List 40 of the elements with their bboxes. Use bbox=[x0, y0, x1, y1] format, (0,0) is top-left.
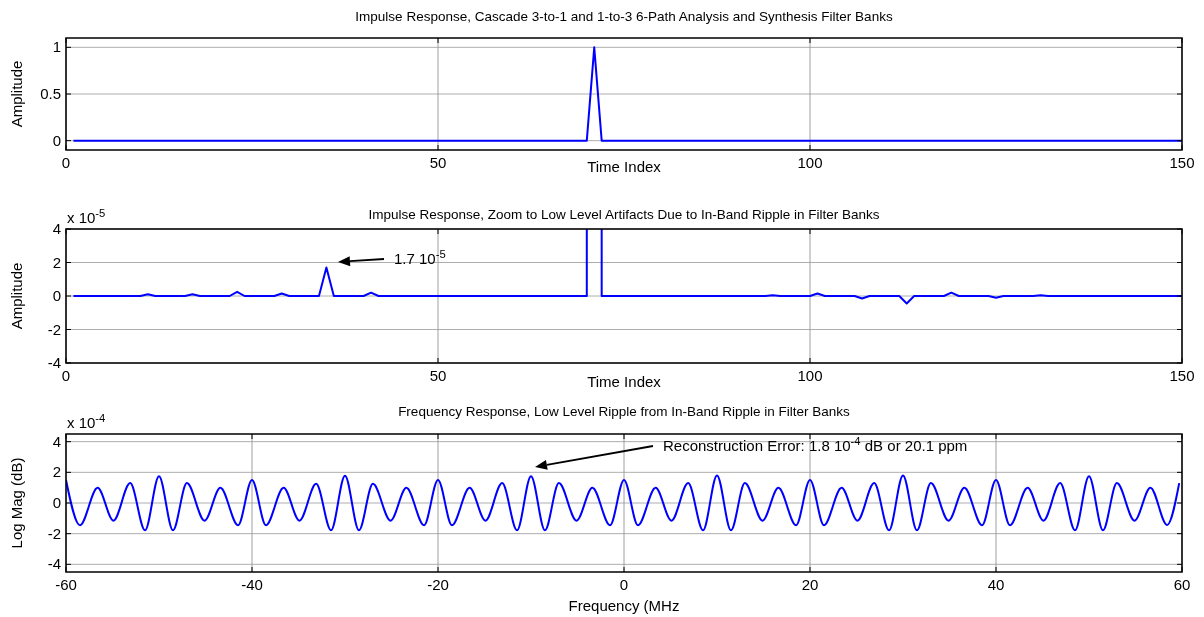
x-tick-label: -60 bbox=[55, 576, 77, 593]
y-tick-label: -4 bbox=[47, 555, 61, 573]
y-tick-label: 4 bbox=[52, 432, 61, 450]
x-tick-label: 40 bbox=[987, 576, 1005, 593]
y-tick-label: -4 bbox=[47, 354, 61, 371]
y-axis-title: Log Mag (dB) bbox=[8, 457, 25, 549]
y-tick-label: -2 bbox=[47, 524, 61, 542]
y-tick-label: 0 bbox=[52, 494, 61, 511]
y-tick-label: 2 bbox=[52, 253, 61, 271]
y-tick-label: 2 bbox=[52, 463, 61, 481]
x-tick-label: 150 bbox=[1169, 367, 1195, 384]
y-tick-label: 0 bbox=[52, 131, 61, 149]
y-tick-label: 0.5 bbox=[40, 85, 61, 102]
text: x 10$^{-4}$ bbox=[67, 412, 106, 431]
x-axis-title: Time Index bbox=[587, 373, 662, 390]
line-series bbox=[66, 474, 1181, 532]
chart-title: Frequency Response, Low Level Ripple from In-Band Ripple in Filter Banks bbox=[398, 404, 851, 419]
x-axis-title: Time Index bbox=[587, 158, 662, 175]
chart-title: Impulse Response, Zoom to Low Level Artifacts Due to In-Band Ripple in Filter Banks bbox=[368, 207, 880, 222]
annotation: Reconstruction Error: 1.8 10$^{-4}$ dB or 20.1 ppm bbox=[663, 435, 968, 454]
x-tick-label: 50 bbox=[429, 367, 447, 384]
y-tick-label: 0 bbox=[52, 287, 61, 304]
x-tick-label: 150 bbox=[1169, 154, 1195, 171]
text: x 10$^{-5}$ bbox=[67, 207, 106, 226]
x-axis-title: Frequency (MHz bbox=[568, 597, 680, 614]
x-tick-label: 100 bbox=[797, 154, 823, 171]
x-tick-label: -20 bbox=[427, 576, 449, 593]
x-tick-label: 100 bbox=[797, 367, 823, 384]
x-tick-label: 60 bbox=[1173, 576, 1191, 593]
x-tick-label: 50 bbox=[429, 154, 447, 171]
x-tick-label: -40 bbox=[241, 576, 263, 593]
y-tick-label: 1 bbox=[52, 38, 61, 56]
y-axis-title: Amplitude bbox=[8, 262, 25, 330]
x-tick-label: 20 bbox=[801, 576, 819, 593]
annotation: 1.7 10$^{-5}$ bbox=[394, 248, 446, 267]
chart-title: Impulse Response, Cascade 3-to-1 and 1-to-3 6-Path Analysis and Synthesis Filter Banks bbox=[355, 9, 893, 24]
y-tick-label: 4 bbox=[52, 220, 61, 237]
x-tick-label: 0 bbox=[619, 576, 629, 593]
y-axis-title: Amplitude bbox=[8, 60, 25, 128]
y-tick-label: -2 bbox=[47, 320, 61, 338]
